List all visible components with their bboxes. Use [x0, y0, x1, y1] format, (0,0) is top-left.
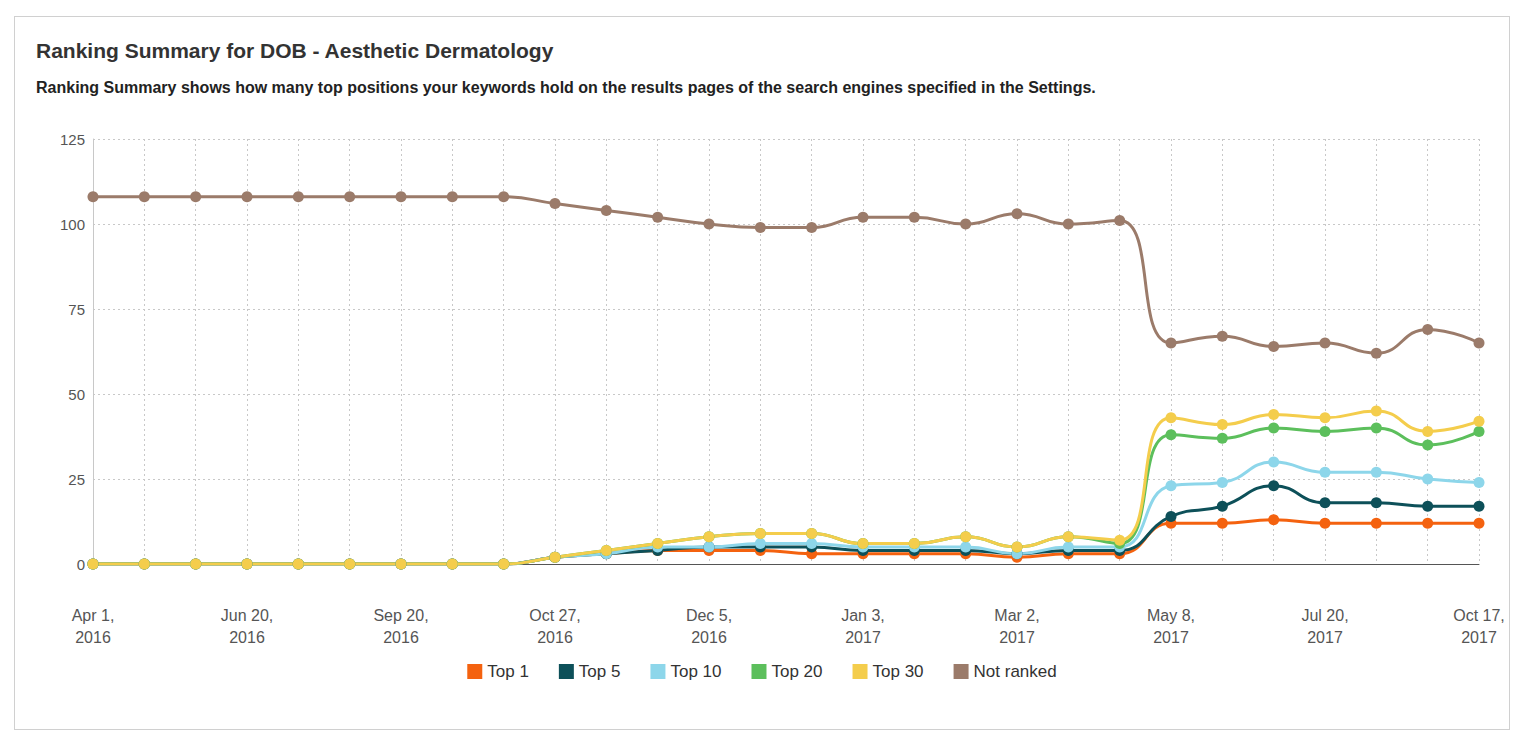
svg-text:Jan 3,: Jan 3,	[841, 607, 885, 624]
svg-text:Ranking Summary shows how many: Ranking Summary shows how many top posit…	[36, 79, 1096, 96]
svg-text:Oct 27,: Oct 27,	[529, 607, 581, 624]
svg-text:Top 10: Top 10	[670, 662, 721, 681]
svg-text:Apr 1,: Apr 1,	[72, 607, 115, 624]
svg-text:2016: 2016	[691, 629, 727, 646]
svg-text:2017: 2017	[845, 629, 881, 646]
svg-text:Top 5: Top 5	[579, 662, 621, 681]
svg-text:2016: 2016	[75, 629, 111, 646]
svg-text:Ranking Summary for DOB - Aest: Ranking Summary for DOB - Aesthetic Derm…	[36, 39, 554, 62]
svg-text:2016: 2016	[537, 629, 573, 646]
svg-text:0: 0	[77, 556, 85, 573]
svg-text:Dec 5,: Dec 5,	[686, 607, 732, 624]
svg-text:Top 1: Top 1	[487, 662, 529, 681]
svg-text:Mar 2,: Mar 2,	[994, 607, 1039, 624]
svg-text:2016: 2016	[229, 629, 265, 646]
svg-text:Jul 20,: Jul 20,	[1301, 607, 1348, 624]
svg-text:25: 25	[68, 471, 85, 488]
svg-text:Top 20: Top 20	[771, 662, 822, 681]
svg-text:Top 30: Top 30	[873, 662, 924, 681]
svg-text:2016: 2016	[383, 629, 419, 646]
svg-text:2017: 2017	[1307, 629, 1343, 646]
svg-text:Sep 20,: Sep 20,	[373, 607, 428, 624]
svg-text:Jun 20,: Jun 20,	[221, 607, 273, 624]
svg-text:2017: 2017	[999, 629, 1035, 646]
svg-text:2017: 2017	[1461, 629, 1497, 646]
svg-text:100: 100	[60, 216, 85, 233]
svg-text:2017: 2017	[1153, 629, 1189, 646]
svg-text:125: 125	[60, 131, 85, 148]
svg-text:50: 50	[68, 386, 85, 403]
svg-text:Not ranked: Not ranked	[974, 662, 1057, 681]
svg-text:May 8,: May 8,	[1147, 607, 1195, 624]
svg-text:Oct 17,: Oct 17,	[1453, 607, 1505, 624]
svg-text:75: 75	[68, 301, 85, 318]
